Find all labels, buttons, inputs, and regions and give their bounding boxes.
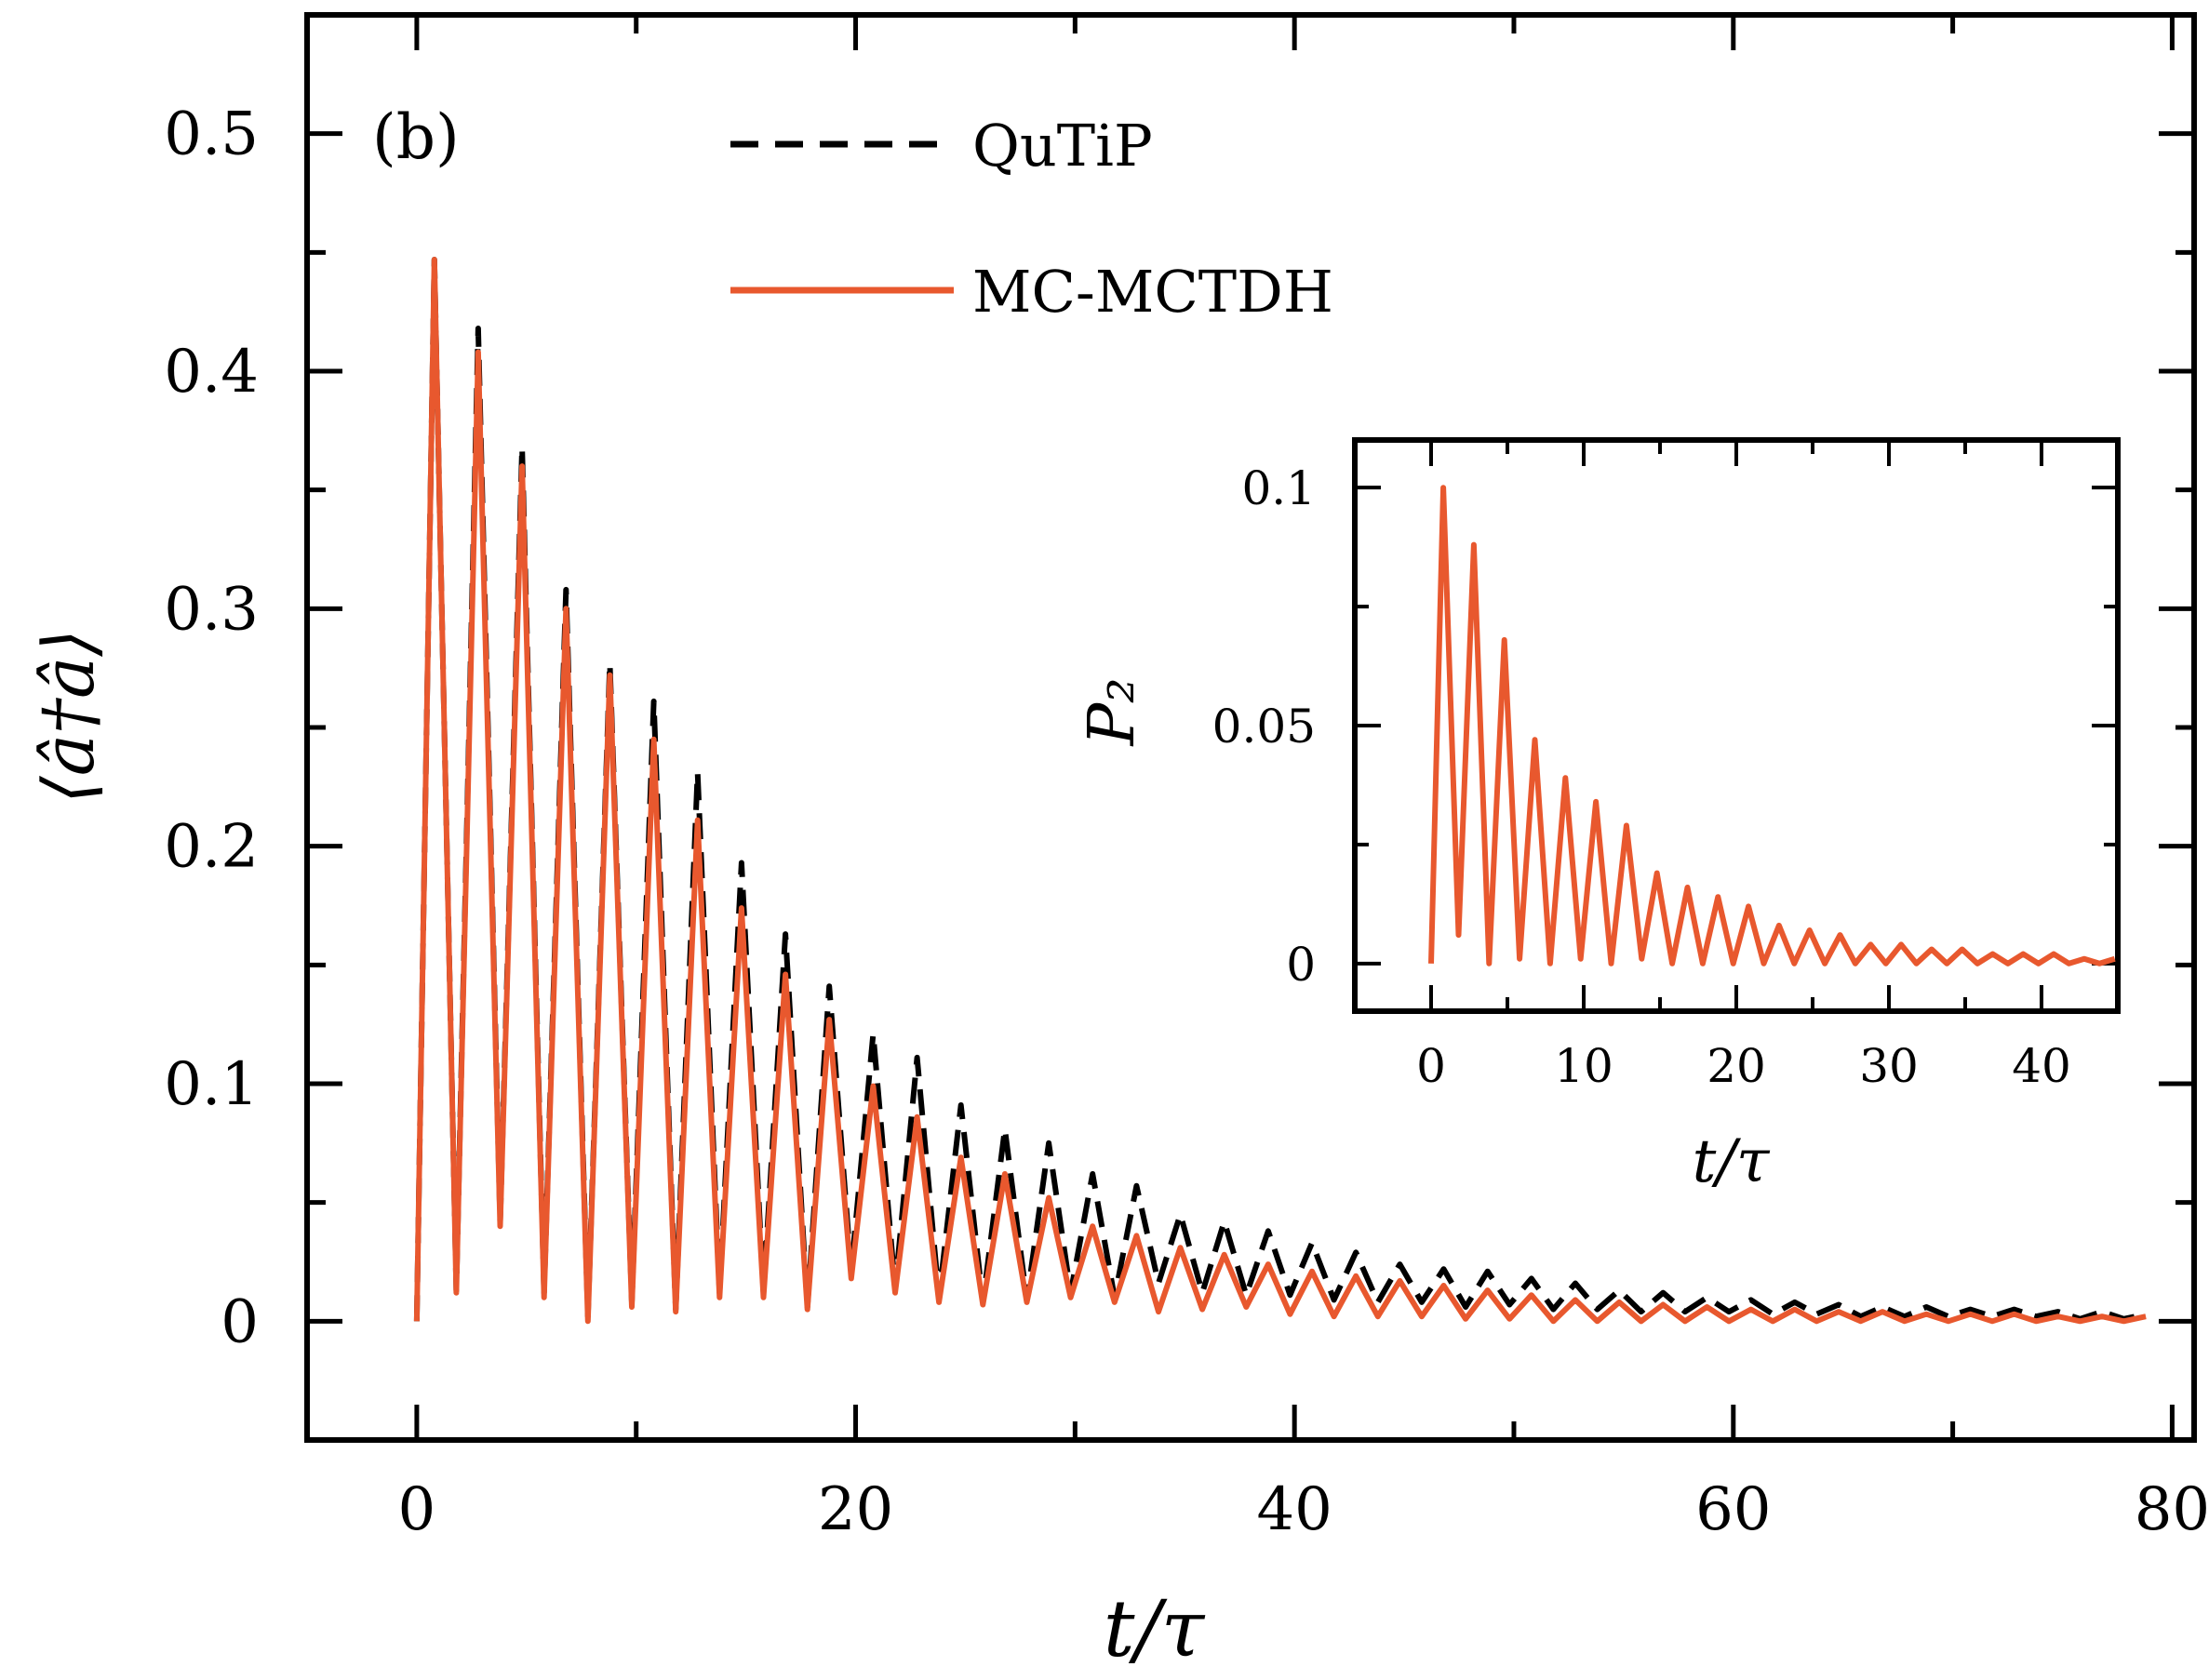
y-tick-label: 0.1 [164, 1050, 259, 1119]
inset-series [1428, 485, 2116, 967]
inset-y-axis-title: P₂ [1076, 677, 1149, 747]
y-tick-label: 0.2 [164, 813, 259, 882]
x-tick-label: 60 [1695, 1475, 1771, 1544]
inset-x-axis-title: t/τ [1693, 1127, 1771, 1196]
series-line-mc-mctdh [1428, 485, 2116, 967]
x-tick-label: 20 [1707, 1039, 1766, 1093]
panel-label: (b) [372, 101, 460, 173]
main-series [413, 257, 2147, 1325]
main-ticks [307, 15, 2194, 1440]
legend-label-mc-mctdh: MC-MCTDH [972, 258, 1333, 326]
inset-tick-labels: 0 10 20 30 40 0 0.05 0.1 [1212, 461, 2071, 1093]
x-tick-label: 0 [398, 1475, 436, 1544]
x-tick-label: 10 [1554, 1039, 1613, 1093]
y-tick-label: 0.4 [164, 338, 259, 407]
main-y-axis-title: ⟨â†â⟩ [27, 629, 110, 804]
main-tick-labels: 0 20 40 60 80 0 0.1 0.2 0.3 0.4 0.5 [164, 100, 2209, 1544]
y-tick-label: 0.5 [164, 100, 259, 169]
x-tick-label: 80 [2135, 1475, 2209, 1544]
legend-label-qutip: QuTiP [972, 112, 1153, 180]
main-x-axis-title: t/τ [1104, 1583, 1206, 1674]
x-tick-label: 40 [2012, 1039, 2071, 1093]
inset-ticks [1355, 440, 2118, 1011]
x-tick-label: 20 [818, 1475, 893, 1544]
legend: QuTiP MC-MCTDH [730, 112, 1333, 326]
series-line-mc-mctdh [413, 257, 2147, 1325]
y-tick-label: 0.1 [1241, 461, 1316, 515]
y-tick-label: 0 [221, 1287, 259, 1356]
x-tick-label: 0 [1416, 1039, 1446, 1093]
y-tick-label: 0 [1286, 938, 1316, 992]
x-tick-label: 40 [1256, 1475, 1332, 1544]
y-tick-label: 0.05 [1212, 700, 1316, 753]
y-tick-label: 0.3 [164, 575, 259, 644]
x-tick-label: 30 [1859, 1039, 1919, 1093]
